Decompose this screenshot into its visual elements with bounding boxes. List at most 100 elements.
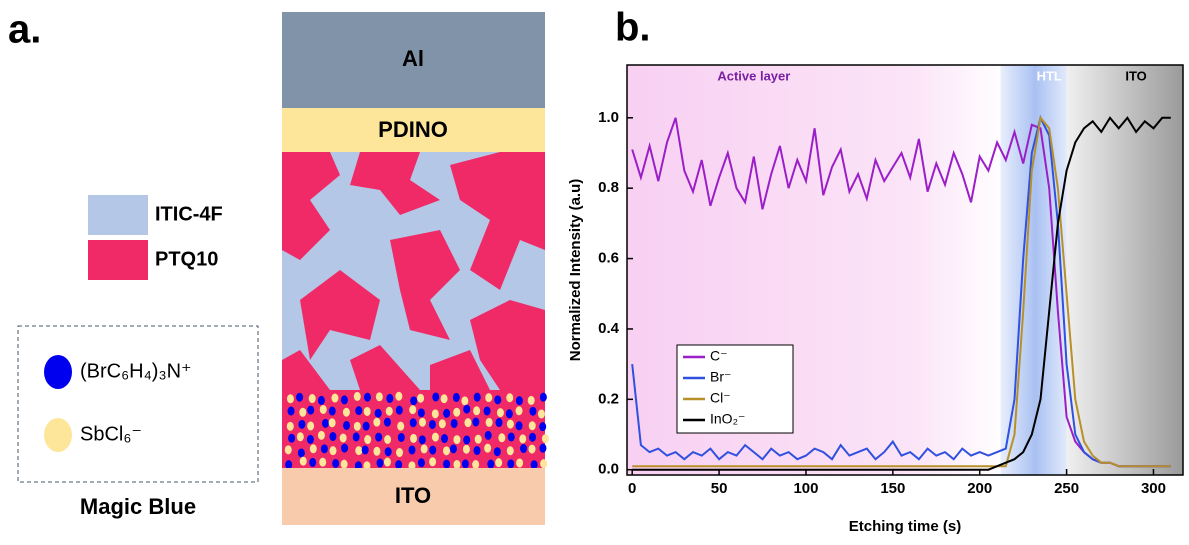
x-tick-label: 250 xyxy=(1054,480,1079,497)
dopant-dot xyxy=(340,459,348,469)
region-htl xyxy=(1000,65,1071,475)
dopant-dot xyxy=(395,391,403,401)
dopant-dot xyxy=(286,421,294,431)
dopant-dot xyxy=(320,444,328,454)
dopant-dot xyxy=(361,445,369,455)
dopant-dot xyxy=(541,434,549,444)
dopant-dot xyxy=(307,421,315,431)
dopant-dot xyxy=(505,409,513,419)
dopant-dot xyxy=(493,447,501,457)
dopant-dot xyxy=(506,419,514,429)
dopant-dot xyxy=(431,432,439,442)
dopant-dot xyxy=(438,419,446,429)
series-line xyxy=(631,117,1171,468)
dopant-dot xyxy=(384,447,392,457)
dopant-dot xyxy=(530,460,538,470)
dopant-dot xyxy=(319,457,327,467)
dopant-dot xyxy=(452,392,460,402)
dopant-dot xyxy=(340,395,348,405)
dopant-dot xyxy=(299,456,307,466)
dopant-dot xyxy=(495,458,503,468)
dopant-dot xyxy=(461,396,469,406)
dopant-dot xyxy=(355,406,363,416)
dopant-dot xyxy=(385,406,393,416)
dopant-icon xyxy=(44,418,72,452)
layer-label: Al xyxy=(402,46,424,71)
series-line xyxy=(632,115,1171,468)
dopant-dot xyxy=(321,418,329,428)
legend-box xyxy=(676,344,794,434)
dopant-dot xyxy=(386,393,394,403)
dopant-dot xyxy=(463,404,471,414)
dopant-dot xyxy=(450,418,458,428)
panel-label: a. xyxy=(8,8,41,52)
chart: Active layer HTL ITO 0 50 100 150 200 250 300 0.0 0… xyxy=(567,64,1184,535)
dopant-dot xyxy=(498,433,506,443)
dopant-dot xyxy=(473,446,481,456)
dopant-dot xyxy=(527,395,535,405)
dopant-dot xyxy=(417,393,425,403)
dopant-dot xyxy=(473,406,481,416)
dopant-dot xyxy=(284,445,292,455)
plot-frame xyxy=(626,64,1184,476)
dopant-dot xyxy=(328,406,336,416)
dopant-dot xyxy=(299,407,307,417)
dopant-dot xyxy=(462,444,470,454)
dopant-dot xyxy=(410,396,418,406)
x-axis-label: Etching time (s) xyxy=(849,518,962,535)
dopant-dot xyxy=(375,432,383,442)
dopant-dot xyxy=(537,409,545,419)
dopant-dot xyxy=(506,446,514,456)
dopant-dot xyxy=(395,405,403,415)
dopant-dot xyxy=(332,458,340,468)
layer-label: ITO xyxy=(395,483,431,508)
dopant-dot xyxy=(375,392,383,402)
series-line xyxy=(631,114,1171,468)
y-tick-label: 1.0 xyxy=(598,109,619,126)
y-tick-label: 0.2 xyxy=(598,390,619,407)
dopant-dot xyxy=(453,435,461,445)
dopant-dot xyxy=(319,404,327,414)
dopant-dot xyxy=(428,419,436,429)
dopant-dot xyxy=(442,446,450,456)
y-tick-label: 0.6 xyxy=(598,250,619,267)
dopant-dot xyxy=(429,445,437,455)
dopant-label: SbCl₆⁻ xyxy=(80,423,142,445)
dopant-dot xyxy=(331,393,339,403)
panel-label: b. xyxy=(615,6,651,50)
x-tick-label: 200 xyxy=(967,480,992,497)
dopant-dot xyxy=(449,444,457,454)
dopant-dot xyxy=(474,434,482,444)
dopant-dot xyxy=(317,430,325,440)
dopant-dot xyxy=(297,448,305,458)
dopant-dot xyxy=(352,432,360,442)
series-line xyxy=(632,116,1171,471)
region-label: HTL xyxy=(1037,68,1062,83)
dopant-dot xyxy=(373,417,381,427)
dopant-dot xyxy=(528,444,536,454)
dopant-dot xyxy=(463,435,471,445)
dopant-dot xyxy=(363,406,371,416)
dopant-dot xyxy=(286,394,294,404)
dopant-dot xyxy=(443,459,451,469)
dopant-label: (BrC₆H₄)₃N⁺ xyxy=(80,360,192,382)
region-ito xyxy=(1066,65,1183,475)
dopant-dot xyxy=(364,435,372,445)
y-tick-label: 0.0 xyxy=(598,461,619,478)
dopant-dot xyxy=(529,432,537,442)
dopant-dot xyxy=(496,408,504,418)
dopant-dots xyxy=(284,391,549,471)
dopant-dot xyxy=(528,421,536,431)
dopant-dot xyxy=(483,406,491,416)
dopant-dot xyxy=(431,409,439,419)
dopant-dot xyxy=(484,430,492,440)
dopant-dot xyxy=(506,393,514,403)
dopant-dot xyxy=(507,432,515,442)
dopant-dot xyxy=(383,417,391,427)
dopant-dot xyxy=(355,446,363,456)
dopant-dot xyxy=(539,443,547,453)
y-tick-label: 0.4 xyxy=(598,320,620,337)
dopant-dot xyxy=(339,433,347,443)
legend-swatch xyxy=(88,240,148,280)
